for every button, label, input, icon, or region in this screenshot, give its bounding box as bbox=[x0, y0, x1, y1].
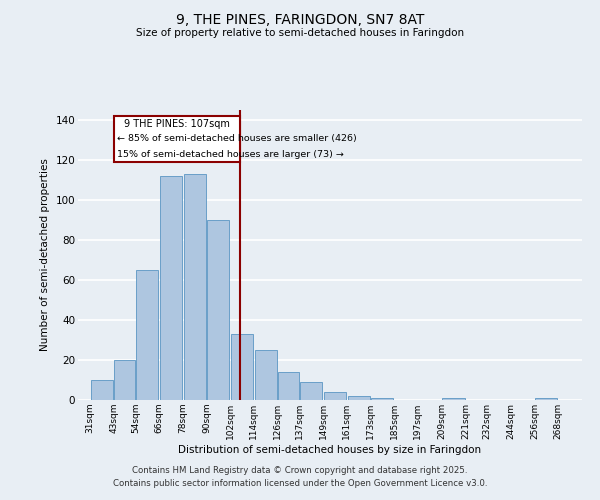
Bar bbox=[371, 398, 394, 400]
Text: ← 85% of semi-detached houses are smaller (426): ← 85% of semi-detached houses are smalle… bbox=[116, 134, 356, 143]
Bar bbox=[207, 220, 229, 400]
Bar bbox=[184, 174, 206, 400]
Bar bbox=[136, 270, 158, 400]
Bar bbox=[442, 398, 464, 400]
Text: Contains HM Land Registry data © Crown copyright and database right 2025.
Contai: Contains HM Land Registry data © Crown c… bbox=[113, 466, 487, 487]
Bar bbox=[535, 398, 557, 400]
Bar bbox=[254, 350, 277, 400]
Bar bbox=[278, 372, 299, 400]
Text: 15% of semi-detached houses are larger (73) →: 15% of semi-detached houses are larger (… bbox=[116, 150, 343, 159]
Bar bbox=[91, 380, 113, 400]
Text: 9, THE PINES, FARINGDON, SN7 8AT: 9, THE PINES, FARINGDON, SN7 8AT bbox=[176, 12, 424, 26]
Bar bbox=[231, 334, 253, 400]
Bar bbox=[300, 382, 322, 400]
Text: 9 THE PINES: 107sqm: 9 THE PINES: 107sqm bbox=[124, 119, 230, 129]
Bar bbox=[160, 176, 182, 400]
Bar bbox=[324, 392, 346, 400]
FancyBboxPatch shape bbox=[113, 116, 240, 162]
Bar bbox=[347, 396, 370, 400]
X-axis label: Distribution of semi-detached houses by size in Faringdon: Distribution of semi-detached houses by … bbox=[178, 444, 482, 454]
Y-axis label: Number of semi-detached properties: Number of semi-detached properties bbox=[40, 158, 50, 352]
Text: Size of property relative to semi-detached houses in Faringdon: Size of property relative to semi-detach… bbox=[136, 28, 464, 38]
Bar bbox=[115, 360, 134, 400]
